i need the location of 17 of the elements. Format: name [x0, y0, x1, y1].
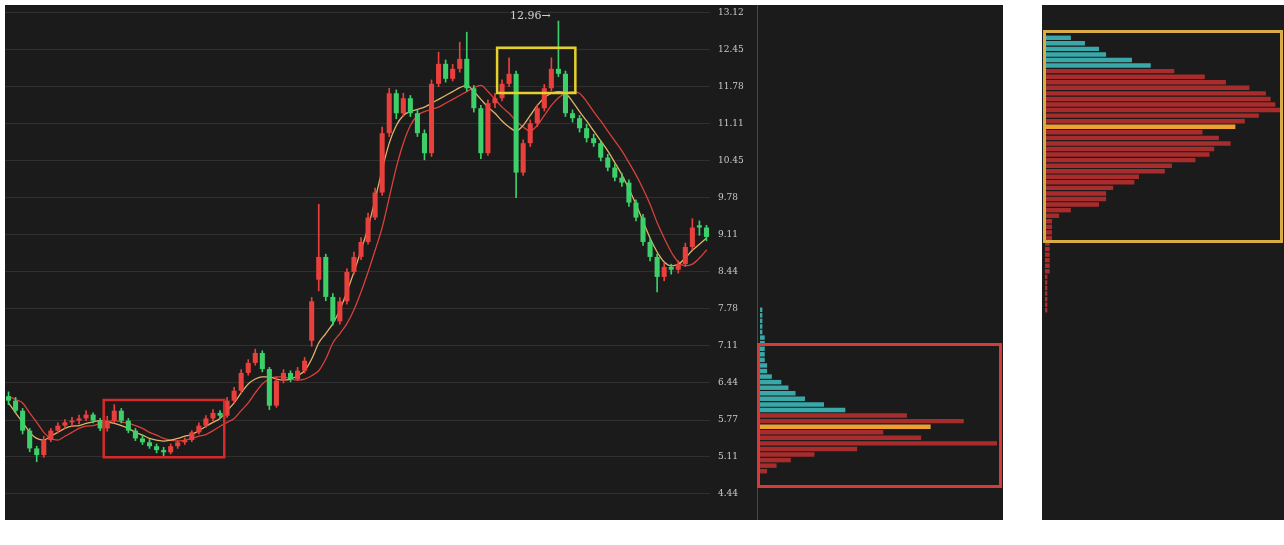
y-tick-label: 13.12 [718, 6, 744, 17]
y-tick-label: 9.78 [718, 191, 739, 202]
bar [760, 424, 931, 429]
y-tick-label: 5.77 [718, 414, 739, 425]
y-tick-label: 12.45 [718, 43, 745, 54]
y-tick-label: 10.45 [718, 154, 745, 165]
y-tick-label: 7.11 [718, 340, 739, 351]
y-tick-label: 7.78 [718, 302, 739, 313]
y-tick-label: 11.78 [718, 80, 745, 91]
y-tick-label: 5.11 [718, 451, 739, 462]
y-tick-label: 4.44 [718, 488, 739, 499]
y-tick-label: 8.44 [718, 266, 739, 277]
y-tick-label: 9.11 [718, 229, 739, 240]
annotation: 12.96→ [509, 9, 551, 23]
y-tick-label: 11.11 [718, 118, 744, 129]
y-tick-label: 6.44 [718, 377, 739, 388]
bar [760, 430, 884, 435]
